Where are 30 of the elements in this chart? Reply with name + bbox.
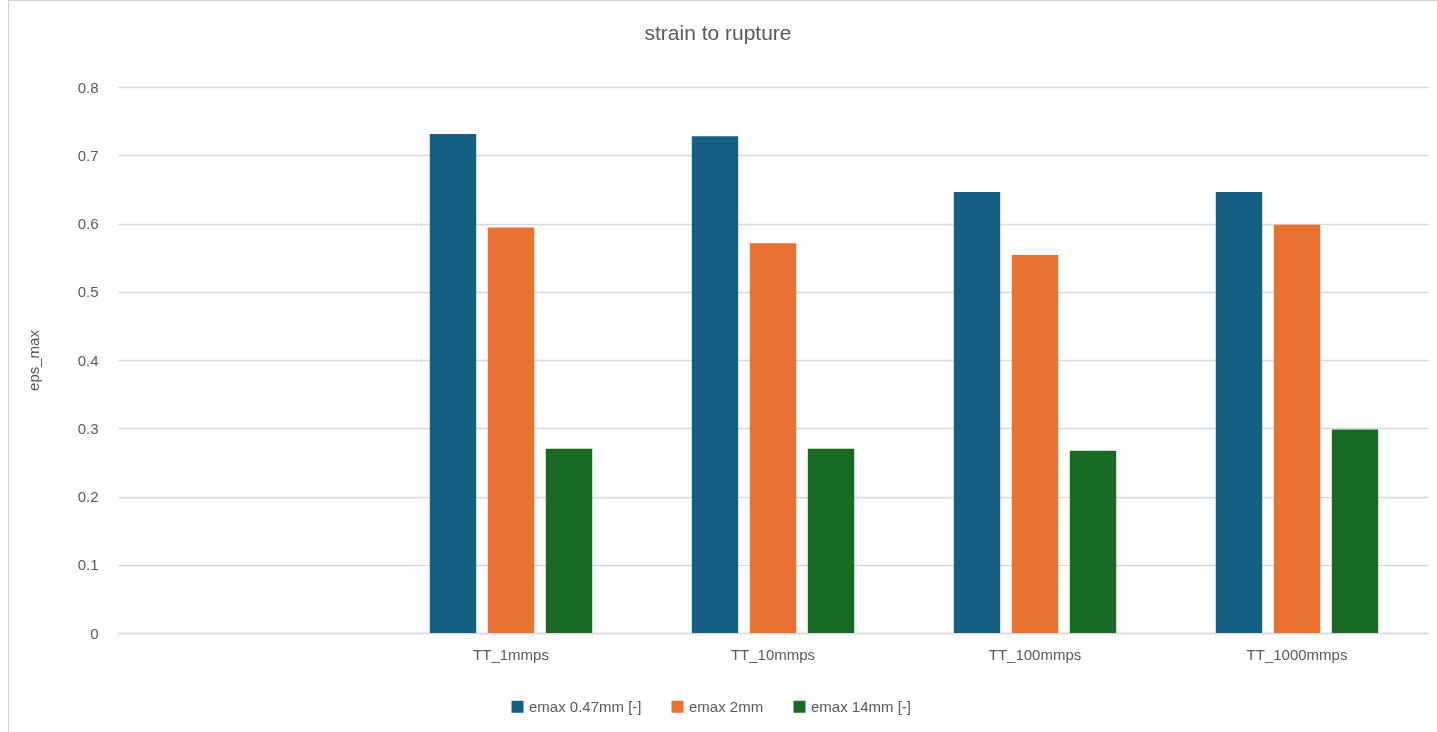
bar (1331, 429, 1379, 633)
bar (749, 243, 797, 633)
bar (691, 136, 739, 633)
y-tick-label: 0.2 (77, 488, 99, 505)
bar (429, 134, 477, 633)
x-tick-label: TT_100mmps (988, 645, 1082, 663)
legend-label: emax 2mm (689, 697, 764, 715)
y-tick-label: 0.1 (77, 556, 99, 574)
chart-title: strain to rupture (644, 21, 792, 44)
x-tick-label: TT_1000mmps (1246, 645, 1348, 663)
y-tick-label: 0.5 (77, 283, 99, 301)
y-tick-label: 0.3 (77, 419, 99, 437)
x-tick-label: TT_10mmps (730, 645, 816, 663)
legend-label: emax 14mm [-] (811, 697, 912, 715)
y-tick-label: 0.7 (77, 146, 99, 164)
y-tick-label: 0.6 (77, 215, 99, 232)
y-axis-title: eps_max (24, 329, 42, 391)
y-tick-label: 0.8 (77, 78, 99, 96)
bar (1011, 254, 1059, 633)
bar (1069, 450, 1117, 633)
bar (487, 227, 535, 633)
bar (807, 448, 855, 633)
bar (1273, 224, 1321, 633)
y-tick-label: 0 (90, 624, 99, 642)
bar (1215, 192, 1263, 633)
x-tick-label: TT_1mmps (473, 645, 549, 663)
legend-label: emax 0.47mm [-] (529, 697, 642, 715)
bar (953, 192, 1001, 633)
bar (545, 448, 593, 633)
y-tick-label: 0.4 (77, 351, 99, 369)
